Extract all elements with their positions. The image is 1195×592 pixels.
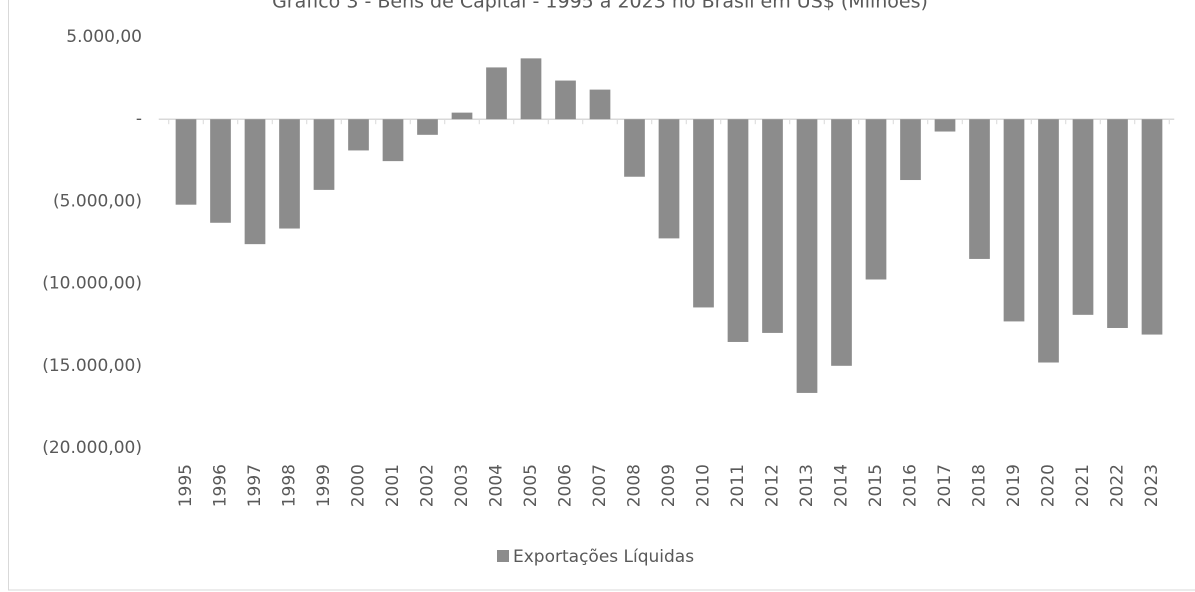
bar [313, 119, 335, 190]
x-tick-label: 1999 [314, 464, 334, 507]
x-tick-label: 2021 [1073, 464, 1093, 507]
x-tick-label: 2009 [659, 464, 679, 507]
y-tick-label: (15.000,00) [42, 356, 142, 376]
bar [555, 80, 576, 120]
bar [727, 119, 749, 342]
x-tick-label: 2023 [1142, 464, 1162, 507]
bar [451, 112, 473, 120]
x-tick-label: 2007 [590, 464, 610, 507]
bar [762, 119, 783, 333]
y-tick-label: 5.000,00 [66, 27, 142, 47]
x-tick-label: 1995 [176, 464, 196, 507]
x-tick-label: 2012 [763, 464, 783, 507]
x-tick-label: 2016 [901, 464, 921, 507]
x-tick-label: 2018 [970, 464, 990, 507]
legend-swatch [497, 550, 509, 562]
bar [417, 119, 438, 135]
x-tick-label: 2008 [625, 464, 645, 507]
x-tick-label: 2004 [487, 464, 507, 507]
bar [969, 119, 990, 259]
bar [1003, 119, 1025, 322]
bar [693, 119, 714, 308]
x-tick-label: 2001 [383, 464, 403, 507]
x-tick-label: 2014 [832, 464, 852, 507]
bar [1072, 119, 1094, 315]
bar [796, 119, 818, 393]
x-tick-label: 2011 [728, 464, 748, 507]
bar [1141, 119, 1163, 335]
x-tick-label: 2006 [556, 464, 576, 507]
bar [486, 67, 507, 120]
x-tick-label: 2017 [935, 464, 955, 507]
bar [900, 119, 921, 181]
chart-title: Gráfico 3 - Bens de Capital - 1995 a 202… [272, 0, 928, 13]
x-tick-label: 2020 [1039, 464, 1059, 507]
bar [520, 58, 542, 120]
bar [831, 119, 852, 366]
bar [175, 119, 197, 205]
x-tick-label: 2019 [1004, 464, 1024, 507]
x-tick-label: 2002 [418, 464, 438, 507]
y-tick-label: (10.000,00) [42, 274, 142, 294]
x-tick-label: 2015 [866, 464, 886, 507]
y-tick-label: - [136, 109, 142, 129]
x-tick-label: 1997 [245, 464, 265, 507]
bar [1038, 119, 1059, 363]
bar [589, 89, 611, 120]
legend-label: Exportações Líquidas [513, 547, 694, 567]
bar [210, 119, 231, 223]
x-tick-label: 2003 [452, 464, 472, 507]
bar [934, 119, 956, 132]
y-tick-label: (20.000,00) [42, 438, 142, 458]
x-tick-label: 1996 [211, 464, 231, 507]
bar [279, 119, 300, 229]
x-tick-label: 1998 [280, 464, 300, 507]
bar [624, 119, 645, 177]
bar [1107, 119, 1128, 328]
bar [658, 119, 680, 239]
bar [244, 119, 266, 245]
x-tick-label: 2013 [797, 464, 817, 507]
bar [348, 119, 369, 151]
y-tick-label: (5.000,00) [53, 191, 142, 211]
bar [865, 119, 887, 280]
bar [382, 119, 404, 162]
x-tick-label: 2000 [349, 464, 369, 507]
x-tick-label: 2010 [694, 464, 714, 507]
x-tick-label: 2005 [521, 464, 541, 507]
x-tick-label: 2022 [1108, 464, 1128, 507]
chart-frame [8, 0, 1195, 591]
